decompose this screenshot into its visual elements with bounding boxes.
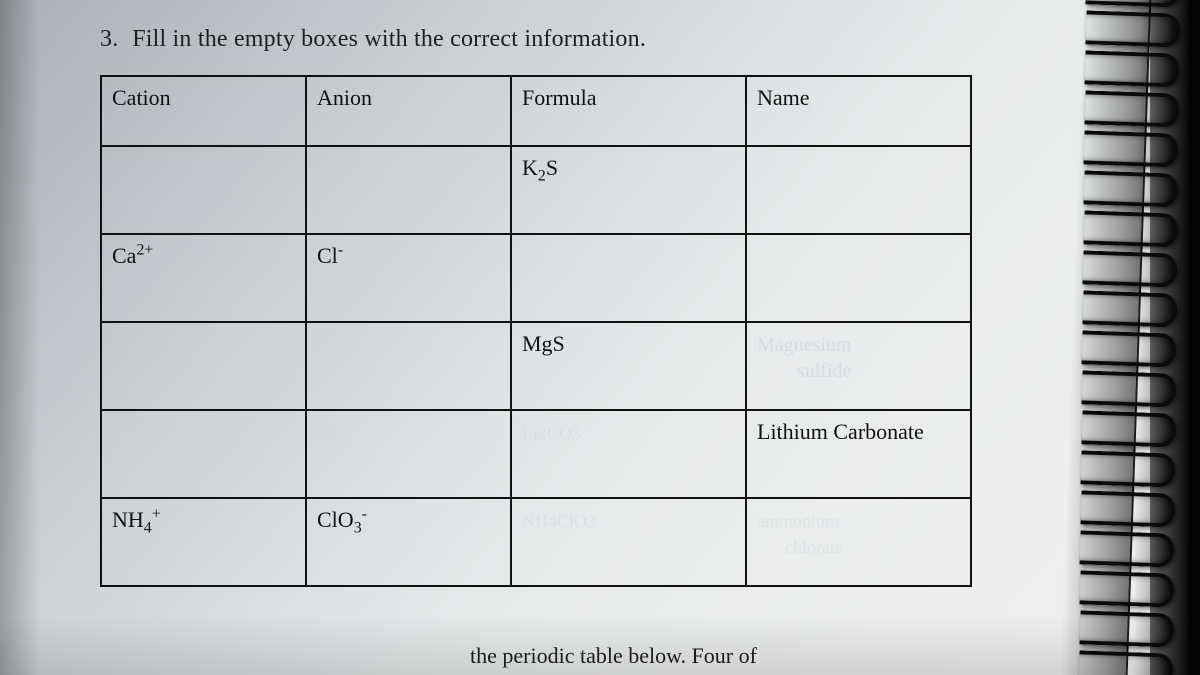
binding-coil xyxy=(1084,130,1179,167)
question-number: 3. xyxy=(100,26,126,53)
binding-coil xyxy=(1083,170,1178,207)
binding-shadow xyxy=(1150,0,1200,675)
cell-name[interactable] xyxy=(746,234,971,322)
col-header-cation: Cation xyxy=(101,76,306,146)
question-text: Fill in the empty boxes with the correct… xyxy=(132,26,646,52)
cell-formula[interactable]: NH4ClO3 xyxy=(511,498,746,586)
cation-nh4: NH4+ xyxy=(112,507,161,532)
anion-cl: Cl- xyxy=(317,243,343,268)
binding-coil xyxy=(1085,10,1180,47)
ionic-compound-table: Cation Anion Formula Name K2S Ca2+ Cl- xyxy=(100,75,972,587)
cell-anion[interactable]: CO3 xyxy=(306,410,511,498)
cell-formula: K2S xyxy=(511,146,746,234)
binding-coil xyxy=(1085,0,1180,8)
binding-coil xyxy=(1081,370,1176,407)
binding-coil xyxy=(1082,330,1177,367)
binding-coil xyxy=(1080,490,1175,527)
name-lithium-carbonate: Lithium Carbonate xyxy=(757,419,924,444)
anion-clo3: ClO3- xyxy=(317,507,367,532)
cell-cation[interactable] xyxy=(101,146,306,234)
cation-ca2plus: Ca2+ xyxy=(112,243,153,268)
binding-coil xyxy=(1083,210,1178,247)
cell-name: Lithium Carbonate xyxy=(746,410,971,498)
handwriting: NH4ClO3 xyxy=(522,511,596,531)
cell-cation: NH4+ xyxy=(101,498,306,586)
handwriting: sulfide xyxy=(797,360,851,383)
binding-coil xyxy=(1082,290,1177,327)
binding-coil xyxy=(1084,90,1179,127)
worksheet-page: 3. Fill in the empty boxes with the corr… xyxy=(0,0,1200,675)
table-row: NH4+ ClO3- NH4ClO3 ammonium chlorate xyxy=(101,498,971,586)
handwriting: ammonium xyxy=(757,511,839,531)
cell-formula: MgS xyxy=(511,322,746,410)
content-area: 3. Fill in the empty boxes with the corr… xyxy=(0,0,1080,675)
handwriting: Li+ xyxy=(112,423,138,443)
table-row: K2S xyxy=(101,146,971,234)
binding-coil xyxy=(1080,530,1175,567)
handwriting: Magnesium xyxy=(757,334,851,357)
cell-cation: Ca2+ xyxy=(101,234,306,322)
binding-coil xyxy=(1081,450,1176,487)
cell-cation[interactable]: Li+ xyxy=(101,410,306,498)
handwriting: chlorate xyxy=(785,537,843,557)
formula-mgs: MgS xyxy=(522,331,565,356)
table-row: MgS Magnesium sulfide xyxy=(101,322,971,410)
cell-cation[interactable] xyxy=(101,322,306,410)
next-question-fragment: the periodic table below. Four of xyxy=(470,643,757,669)
spiral-binding xyxy=(1060,0,1200,675)
question-prompt: 3. Fill in the empty boxes with the corr… xyxy=(100,26,1040,53)
binding-coil xyxy=(1081,410,1176,447)
col-header-formula: Formula xyxy=(511,76,746,146)
col-header-name: Name xyxy=(746,76,971,146)
table-row: Li+ CO3 Li2CO3 Lithium Carbonate xyxy=(101,410,971,498)
handwriting: CO3 xyxy=(317,423,351,443)
handwriting: Li2CO3 xyxy=(522,423,581,443)
binding-coil xyxy=(1079,650,1174,675)
binding-coil xyxy=(1079,570,1174,607)
cell-anion: ClO3- xyxy=(306,498,511,586)
cell-formula[interactable] xyxy=(511,234,746,322)
cell-name[interactable] xyxy=(746,146,971,234)
cell-name[interactable]: Magnesium sulfide xyxy=(746,322,971,410)
binding-coil xyxy=(1079,610,1174,647)
col-header-anion: Anion xyxy=(306,76,511,146)
cell-anion[interactable] xyxy=(306,146,511,234)
table-header-row: Cation Anion Formula Name xyxy=(101,76,971,146)
table-row: Ca2+ Cl- xyxy=(101,234,971,322)
binding-coil xyxy=(1085,50,1180,87)
binding-coil xyxy=(1083,250,1178,287)
cell-anion[interactable] xyxy=(306,322,511,410)
cell-formula[interactable]: Li2CO3 xyxy=(511,410,746,498)
formula-k2s: K2S xyxy=(522,155,558,180)
cell-anion: Cl- xyxy=(306,234,511,322)
cell-name[interactable]: ammonium chlorate xyxy=(746,498,971,586)
